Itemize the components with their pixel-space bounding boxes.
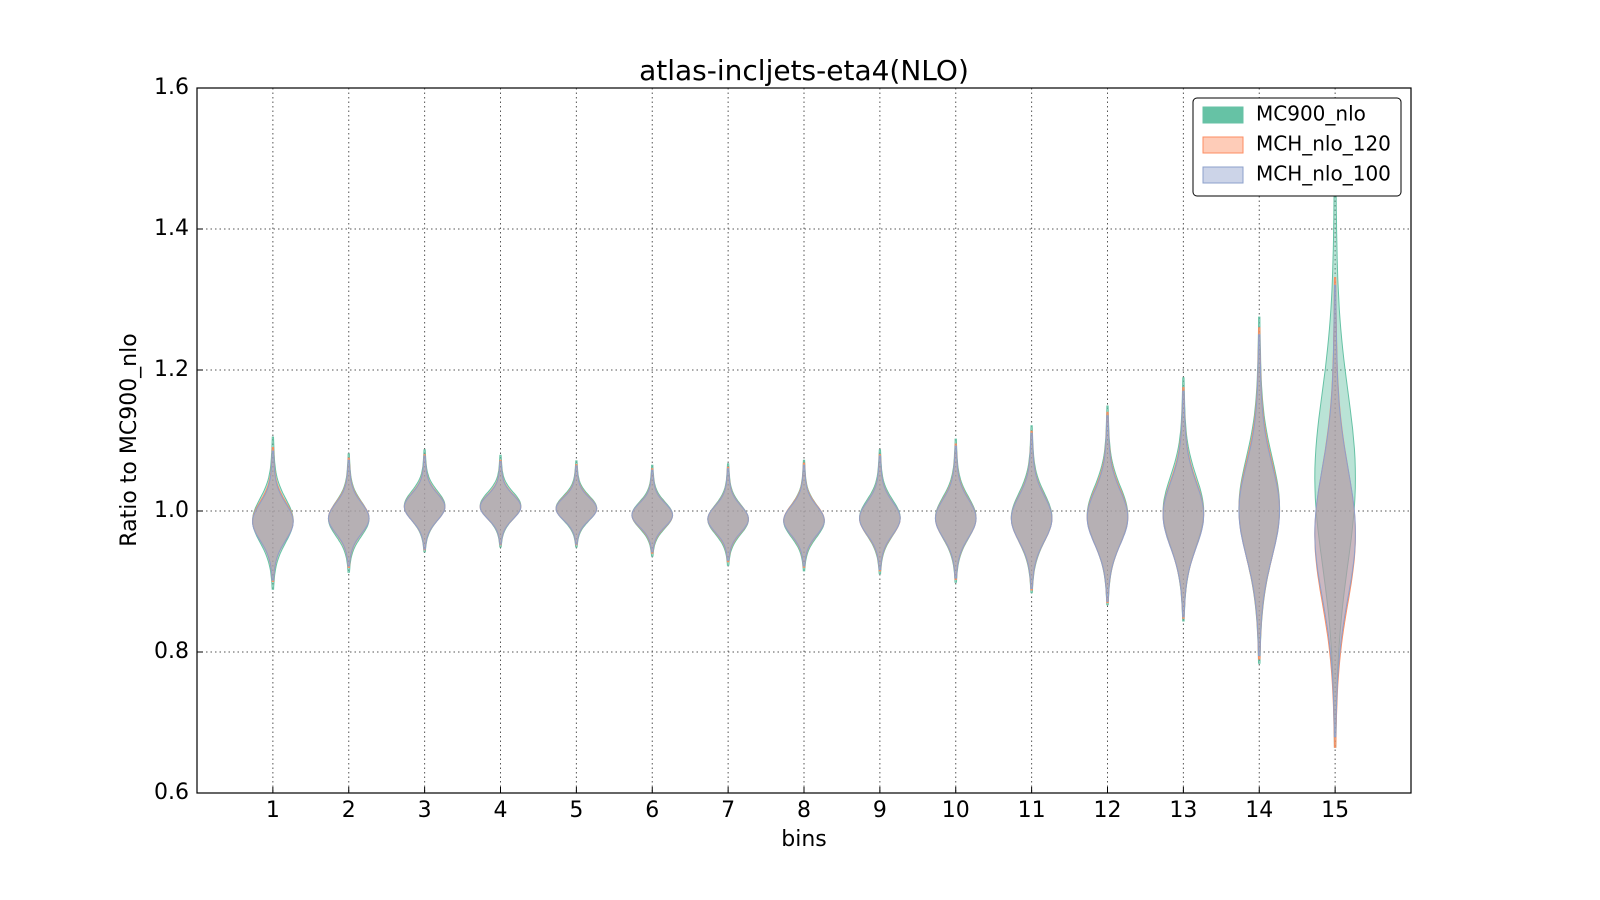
x-tick-label: 7: [721, 798, 735, 823]
y-tick-label: 0.8: [154, 639, 189, 664]
violin: [934, 445, 977, 579]
legend-frame: [1192, 97, 1402, 197]
x-tick-label: 9: [873, 798, 887, 823]
y-tick-label: 1.0: [154, 498, 189, 523]
violin: [859, 455, 901, 570]
violin: [783, 459, 825, 572]
violin: [1086, 415, 1129, 602]
violin: [479, 461, 522, 545]
violin: [252, 436, 294, 590]
x-tick-label: 1: [266, 798, 280, 823]
x-tick-label: 13: [1169, 798, 1197, 823]
violin: [707, 468, 749, 561]
violin: [1162, 390, 1205, 618]
x-tick-label: 11: [1018, 798, 1046, 823]
violin: [403, 455, 446, 550]
y-axis-label: Ratio to MC900_nlo: [117, 333, 142, 546]
legend-label: MCH_nlo_120: [1256, 132, 1391, 156]
x-tick-label: 3: [418, 798, 432, 823]
x-axis-label: bins: [781, 827, 826, 852]
chart-title: atlas-incljets-eta4(NLO): [639, 54, 969, 87]
x-tick-label: 4: [494, 798, 508, 823]
x-tick-label: 2: [342, 798, 356, 823]
violin: [252, 450, 294, 581]
x-tick-label: 8: [797, 798, 811, 823]
legend-swatch: [1202, 106, 1244, 124]
legend-swatch: [1202, 136, 1244, 154]
violin: [1010, 432, 1053, 589]
x-tick-label: 10: [942, 798, 970, 823]
y-tick-label: 1.2: [154, 357, 189, 382]
x-tick-label: 6: [645, 798, 659, 823]
violin: [707, 463, 749, 566]
legend-label: MC900_nlo: [1256, 102, 1366, 126]
x-tick-label: 12: [1094, 798, 1122, 823]
violin: [1238, 334, 1281, 656]
violin: [783, 464, 825, 567]
violin: [327, 459, 370, 567]
y-tick-label: 0.6: [154, 780, 189, 805]
legend: MC900_nlo MCH_nlo_120 MCH_nlo_100: [1192, 97, 1402, 197]
x-tick-label: 5: [569, 798, 583, 823]
violin: [1314, 284, 1356, 738]
y-tick-label: 1.6: [154, 75, 189, 100]
x-tick-label: 14: [1245, 798, 1273, 823]
x-tick-label: 15: [1321, 798, 1349, 823]
violin: [631, 469, 674, 553]
violin: [555, 465, 598, 545]
violin: [327, 453, 370, 573]
violin: [1314, 277, 1356, 748]
legend-swatch: [1202, 166, 1244, 184]
legend-label: MCH_nlo_100: [1256, 162, 1391, 186]
plot-area: [197, 87, 1411, 794]
y-tick-label: 1.4: [154, 216, 189, 241]
